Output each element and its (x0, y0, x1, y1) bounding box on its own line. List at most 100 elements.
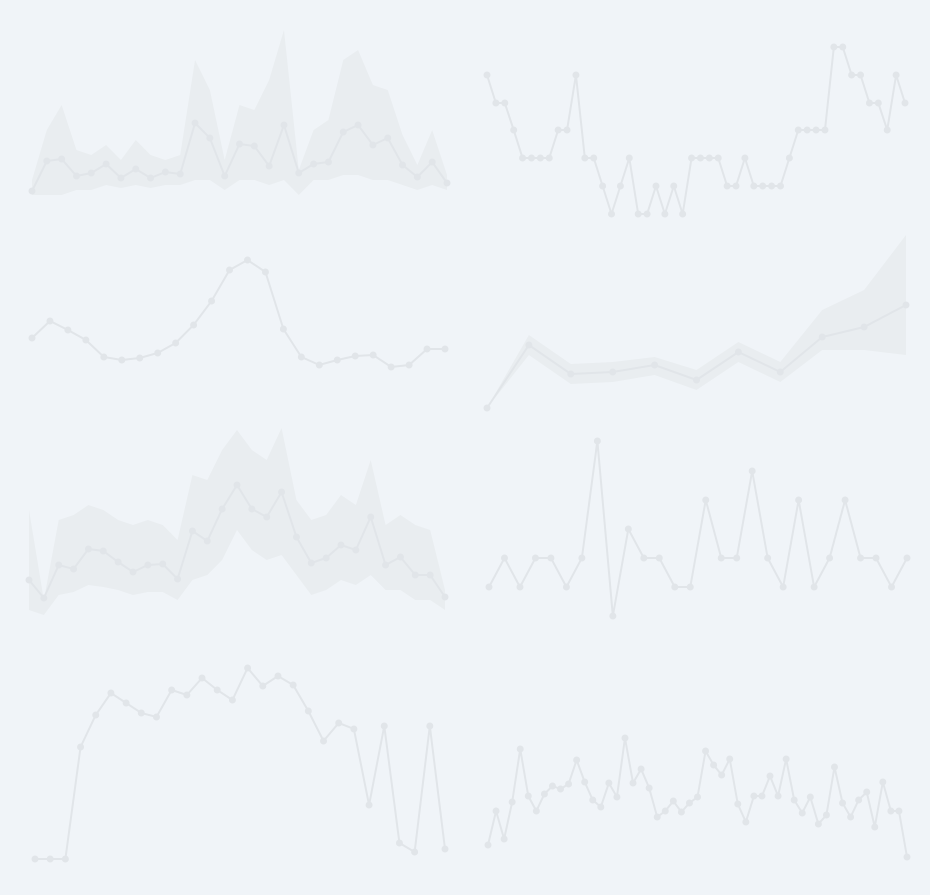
point (830, 763, 838, 771)
point (118, 356, 126, 364)
point (92, 711, 100, 719)
point (183, 691, 191, 699)
point (279, 325, 287, 333)
point (621, 734, 629, 742)
point (122, 699, 130, 707)
point (562, 583, 570, 591)
point (221, 172, 229, 180)
point (176, 170, 184, 178)
point (248, 505, 256, 513)
point (557, 785, 565, 793)
point (855, 796, 863, 804)
point (758, 792, 766, 800)
point (152, 713, 160, 721)
point (902, 301, 910, 309)
point (532, 807, 540, 815)
point (677, 808, 685, 816)
point (159, 560, 167, 568)
point (265, 162, 273, 170)
point (688, 154, 696, 162)
line (35, 666, 446, 860)
point (547, 554, 555, 562)
point (516, 583, 524, 591)
point (43, 157, 51, 165)
point (295, 169, 303, 177)
point (485, 583, 493, 591)
point (243, 256, 251, 264)
point (228, 696, 236, 704)
point (70, 565, 78, 573)
point (99, 547, 107, 555)
point (261, 268, 269, 276)
point (669, 797, 677, 805)
point (887, 807, 895, 815)
point (399, 161, 407, 169)
point (384, 134, 392, 142)
point (653, 813, 661, 821)
point (540, 790, 548, 798)
point (365, 801, 373, 809)
point (40, 594, 48, 602)
point (443, 179, 451, 187)
point (718, 771, 726, 779)
point (732, 182, 740, 190)
point (259, 682, 267, 690)
point (810, 583, 818, 591)
point (426, 571, 434, 579)
point (28, 334, 36, 342)
point (72, 172, 80, 180)
point (280, 121, 288, 129)
point (137, 709, 145, 717)
point (174, 575, 182, 583)
point (61, 855, 69, 863)
point (320, 737, 328, 745)
point (671, 583, 679, 591)
point (531, 554, 539, 562)
point (147, 174, 155, 182)
point (625, 154, 633, 162)
point (685, 799, 693, 807)
point (573, 756, 581, 764)
point (233, 481, 241, 489)
point (154, 349, 162, 357)
point (191, 119, 199, 127)
point (892, 71, 900, 79)
point (46, 317, 54, 325)
point (144, 561, 152, 569)
point (208, 297, 216, 305)
point (759, 182, 767, 190)
point (58, 155, 66, 163)
point (590, 154, 598, 162)
point (161, 168, 169, 176)
point (441, 593, 449, 601)
point (263, 513, 271, 521)
point (766, 772, 774, 780)
point (871, 823, 879, 831)
point (244, 664, 252, 672)
point (304, 707, 312, 715)
point (841, 496, 849, 504)
point (198, 674, 206, 682)
point (213, 686, 221, 694)
point (768, 182, 776, 190)
point (395, 839, 403, 847)
point (396, 553, 404, 561)
point (613, 793, 621, 801)
point (839, 43, 847, 51)
point (64, 326, 72, 334)
point (798, 809, 806, 817)
point (879, 778, 887, 786)
point (814, 820, 822, 828)
point (803, 126, 811, 134)
point (82, 336, 90, 344)
point (655, 554, 663, 562)
point (895, 807, 903, 815)
point (428, 158, 436, 166)
point (821, 126, 829, 134)
band-area (487, 235, 906, 408)
point (640, 554, 648, 562)
point (702, 747, 710, 755)
point (790, 796, 798, 804)
point (645, 784, 653, 792)
point (380, 722, 388, 730)
